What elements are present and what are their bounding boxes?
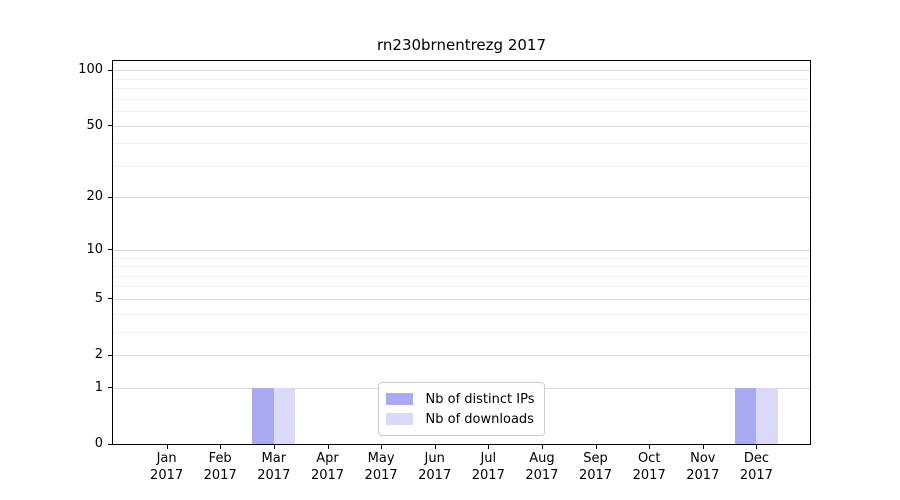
gridline-minor [113,110,810,112]
x-tick-label: Oct 2017 [617,450,681,484]
x-tick-year: 2017 [418,468,452,483]
x-tick-label: Mar 2017 [242,450,306,484]
x-tick-label: Jul 2017 [456,450,520,484]
gridline-minor [113,313,810,315]
x-tick-year: 2017 [578,468,613,483]
gridline-minor [113,98,810,100]
gridline-major [113,249,810,251]
x-tick-label: Aug 2017 [510,450,574,484]
x-tick-month: Sep [583,451,608,466]
gridline-major [113,355,810,356]
x-tick-month: Nov [690,451,716,466]
bar-distinct-ips [252,387,274,444]
x-tick-year: 2017 [257,468,291,483]
y-tick-label: 10 [86,241,103,257]
x-tick-month: Jun [424,451,445,466]
y-tick [108,298,112,300]
y-tick [108,354,112,356]
bars-layer [113,61,810,444]
bar-distinct-ips [734,387,757,444]
x-tick-month: Jan [156,451,177,466]
gridline-minor [113,331,810,333]
gridline-minor [113,286,810,288]
gridline-major [113,298,810,300]
x-tick-month: Aug [529,451,555,466]
x-tick-month: Feb [208,451,232,466]
x-tick [488,445,490,449]
grid-layer [113,61,810,444]
gridline-minor [113,88,810,89]
y-tick-label: 20 [86,189,103,205]
legend-swatch-distinct-ips [385,393,413,405]
x-tick-label: Nov 2017 [671,450,735,484]
legend-label: Nb of distinct IPs [425,391,535,407]
x-tick [702,445,704,449]
bar-downloads [273,387,296,444]
gridline-minor [113,257,810,259]
x-tick-year: 2017 [471,468,505,483]
chart-title: rn230brnentrezg 2017 [377,36,546,54]
x-tick-year: 2017 [364,468,398,483]
bar-downloads [756,387,778,444]
x-tick-year: 2017 [686,468,720,483]
plot-area: Nb of distinct IPs Nb of downloads [112,60,811,445]
x-tick-year: 2017 [203,468,237,483]
x-tick-year: 2017 [150,468,184,483]
x-tick [327,445,329,449]
x-tick-label: Feb 2017 [188,450,252,484]
x-tick [541,445,543,449]
y-tick [108,443,112,445]
y-tick-label: 50 [86,117,103,133]
y-tick-label: 1 [94,379,103,395]
x-tick-month: Mar [261,451,287,466]
x-tick-month: May [367,451,395,466]
legend-label: Nb of downloads [425,411,534,427]
x-tick [220,445,222,449]
y-tick [108,196,112,198]
x-tick [756,445,758,449]
x-tick [434,445,436,449]
y-tick-label: 2 [94,347,103,362]
legend: Nb of distinct IPs Nb of downloads [377,382,546,436]
y-tick-label: 0 [94,436,103,451]
gridline-minor [113,78,810,80]
legend-item: Nb of downloads [385,409,535,429]
gridline-major [113,70,810,72]
y-tick-label: 5 [94,290,103,306]
x-tick-month: Jul [480,451,497,466]
y-tick [108,249,112,251]
x-tick-label: Sep 2017 [564,450,628,484]
y-tick [108,125,112,126]
legend-swatch-downloads [385,413,413,425]
gridline-major [113,125,810,127]
gridline-minor [113,266,810,267]
x-tick [381,445,383,449]
gridline-major [113,197,810,199]
x-tick-month: Oct [637,451,661,466]
x-tick-year: 2017 [632,468,666,483]
x-tick-year: 2017 [739,468,773,483]
gridline-minor [113,143,810,145]
x-tick [649,445,651,449]
x-tick-label: May 2017 [349,450,413,484]
legend-item: Nb of distinct IPs [385,389,535,409]
y-tick-label: 100 [78,62,103,78]
x-tick [595,445,597,449]
x-tick-month: Dec [743,451,769,466]
gridline-minor [113,275,810,277]
x-tick-label: Jun 2017 [403,450,467,484]
x-tick-year: 2017 [310,468,345,483]
x-tick-month: Apr [316,451,339,466]
gridline-minor [113,165,810,167]
x-tick-label: Dec 2017 [724,450,788,484]
y-tick [108,387,112,389]
x-tick [273,445,275,449]
x-tick-year: 2017 [525,468,559,483]
y-tick [108,69,112,71]
x-tick-label: Jan 2017 [135,450,199,484]
x-tick [166,445,168,449]
x-tick-label: Apr 2017 [296,450,360,484]
